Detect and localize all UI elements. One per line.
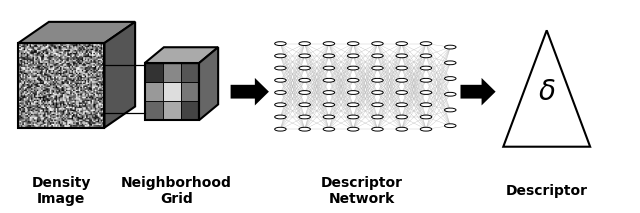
- Circle shape: [372, 127, 383, 131]
- Polygon shape: [230, 78, 269, 105]
- Circle shape: [348, 127, 359, 131]
- Circle shape: [323, 91, 335, 94]
- Circle shape: [372, 115, 383, 119]
- Text: $\delta$: $\delta$: [538, 79, 556, 106]
- Circle shape: [348, 66, 359, 70]
- Circle shape: [348, 91, 359, 94]
- Polygon shape: [145, 101, 163, 120]
- Circle shape: [348, 103, 359, 107]
- Circle shape: [420, 42, 432, 46]
- Circle shape: [323, 115, 335, 119]
- Circle shape: [396, 103, 408, 107]
- Circle shape: [299, 115, 310, 119]
- Polygon shape: [503, 30, 590, 147]
- Polygon shape: [145, 82, 163, 101]
- Circle shape: [420, 103, 432, 107]
- Circle shape: [323, 66, 335, 70]
- Circle shape: [348, 78, 359, 82]
- Circle shape: [275, 127, 286, 131]
- Circle shape: [323, 103, 335, 107]
- Circle shape: [420, 127, 432, 131]
- Circle shape: [420, 54, 432, 58]
- Circle shape: [445, 77, 456, 81]
- Circle shape: [372, 54, 383, 58]
- Circle shape: [299, 127, 310, 131]
- Circle shape: [372, 78, 383, 82]
- Circle shape: [445, 108, 456, 112]
- Circle shape: [396, 42, 408, 46]
- Circle shape: [299, 78, 310, 82]
- Circle shape: [299, 66, 310, 70]
- Circle shape: [420, 78, 432, 82]
- Circle shape: [348, 54, 359, 58]
- Circle shape: [275, 103, 286, 107]
- Circle shape: [275, 91, 286, 94]
- Polygon shape: [181, 101, 199, 120]
- Circle shape: [275, 54, 286, 58]
- Text: Density
Image: Density Image: [31, 176, 91, 206]
- Circle shape: [396, 66, 408, 70]
- Circle shape: [275, 115, 286, 119]
- Polygon shape: [181, 63, 199, 82]
- Circle shape: [445, 92, 456, 96]
- Circle shape: [372, 66, 383, 70]
- Circle shape: [323, 127, 335, 131]
- Circle shape: [396, 54, 408, 58]
- Circle shape: [445, 124, 456, 128]
- Polygon shape: [104, 22, 135, 128]
- Circle shape: [299, 103, 310, 107]
- Circle shape: [348, 42, 359, 46]
- Polygon shape: [199, 47, 218, 120]
- Circle shape: [323, 78, 335, 82]
- Circle shape: [420, 91, 432, 94]
- Circle shape: [323, 54, 335, 58]
- Circle shape: [396, 115, 408, 119]
- Polygon shape: [461, 78, 495, 105]
- Polygon shape: [163, 82, 181, 101]
- Circle shape: [299, 91, 310, 94]
- Circle shape: [372, 42, 383, 46]
- Polygon shape: [145, 47, 218, 63]
- Circle shape: [348, 115, 359, 119]
- Text: Descriptor
Network: Descriptor Network: [321, 176, 403, 206]
- Circle shape: [275, 66, 286, 70]
- Text: Neighborhood
Grid: Neighborhood Grid: [121, 176, 232, 206]
- Circle shape: [445, 61, 456, 65]
- Circle shape: [396, 127, 408, 131]
- Polygon shape: [163, 101, 181, 120]
- Polygon shape: [19, 22, 135, 43]
- Polygon shape: [145, 63, 163, 82]
- Circle shape: [420, 66, 432, 70]
- Circle shape: [420, 115, 432, 119]
- Circle shape: [299, 54, 310, 58]
- Circle shape: [445, 45, 456, 49]
- Circle shape: [396, 91, 408, 94]
- Circle shape: [299, 42, 310, 46]
- Circle shape: [372, 91, 383, 94]
- Circle shape: [275, 42, 286, 46]
- Circle shape: [396, 78, 408, 82]
- Polygon shape: [181, 82, 199, 101]
- Circle shape: [372, 103, 383, 107]
- Circle shape: [323, 42, 335, 46]
- Text: Descriptor: Descriptor: [506, 184, 588, 198]
- Circle shape: [275, 78, 286, 82]
- Polygon shape: [163, 63, 181, 82]
